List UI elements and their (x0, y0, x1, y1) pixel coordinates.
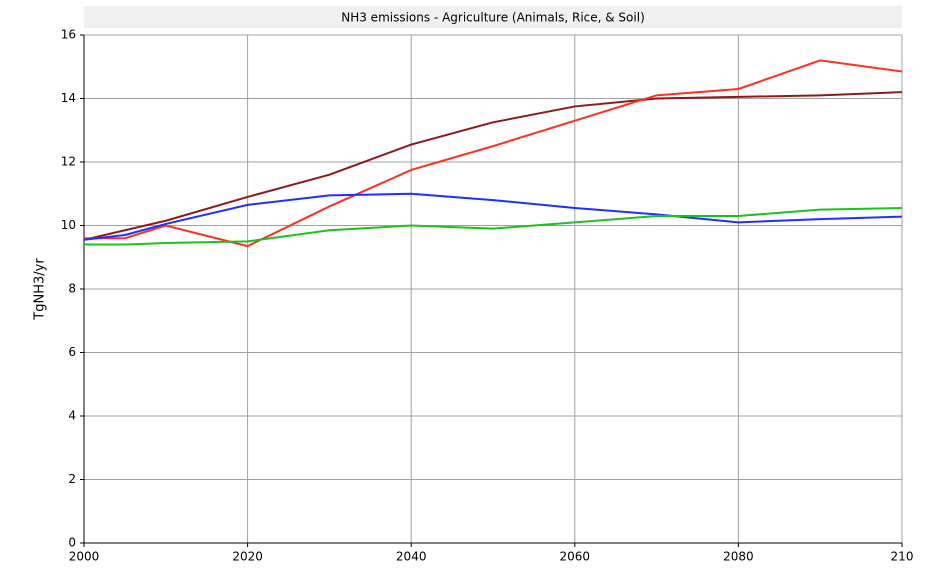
y-axis-label: TgNH3/yr (33, 258, 48, 321)
data-line (84, 207, 903, 246)
y-tick-label: 4 (68, 409, 76, 423)
data-line (84, 59, 903, 248)
x-tick-label: 2000 (69, 550, 100, 564)
y-tick-label: 2 (68, 472, 76, 486)
y-tick-label: 10 (61, 218, 76, 232)
data-line (83, 91, 903, 241)
y-tick-label: 8 (68, 282, 76, 296)
chart-title: NH3 emissions - Agriculture (Animals, Ri… (341, 11, 645, 25)
x-tick-label: 2020 (232, 550, 263, 564)
title-band (84, 6, 902, 28)
y-tick-label: 16 (61, 28, 76, 42)
data-line (83, 192, 903, 241)
x-tick-label: 2040 (396, 550, 427, 564)
y-tick-label: 6 (68, 345, 76, 359)
x-tick-label: 2060 (560, 550, 591, 564)
y-tick-label: 0 (68, 536, 76, 550)
x-tick-label: 210 (891, 550, 914, 564)
x-tick-label: 2080 (723, 550, 754, 564)
y-tick-label: 14 (61, 91, 76, 105)
y-tick-label: 12 (61, 155, 76, 169)
